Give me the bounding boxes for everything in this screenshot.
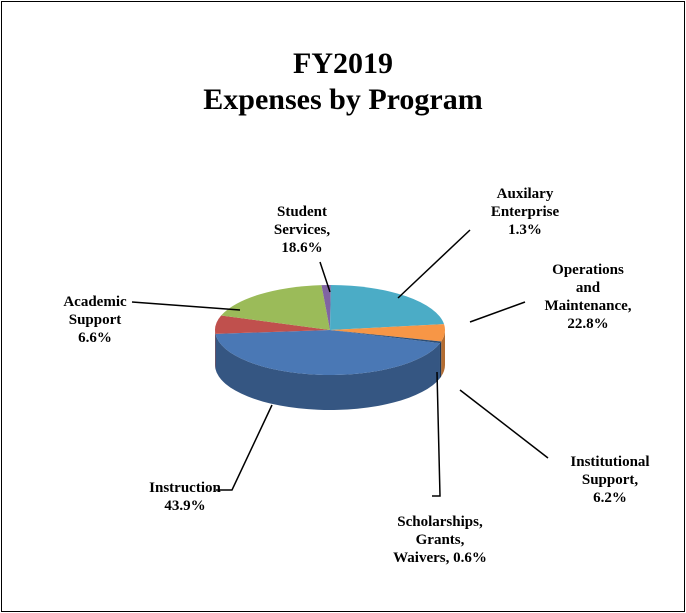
slice-label: Instruction 43.9% <box>149 480 221 514</box>
slice-label: Student Services, 18.6% <box>273 204 331 256</box>
slice-label: Academic Support 6.6% <box>63 294 127 346</box>
slice-label: Auxilary Enterprise 1.3% <box>490 186 560 238</box>
slice-label: Scholarships, Grants, Waivers, 0.6% <box>393 514 487 566</box>
slice <box>330 324 445 342</box>
leader-line <box>469 301 526 323</box>
leader-line <box>459 389 549 459</box>
leader-line <box>397 229 471 299</box>
slice-side <box>441 330 445 377</box>
slice-side <box>215 333 440 410</box>
leader-line <box>319 261 331 293</box>
slice-side <box>439 341 442 379</box>
slice-label: Operations and Maintenance, 22.8% <box>544 262 632 332</box>
slice <box>221 285 330 330</box>
slice <box>215 330 440 376</box>
chart-title: FY2019 Expenses by Program <box>203 47 483 116</box>
leader-line <box>216 404 273 491</box>
leader-line <box>432 371 441 497</box>
slice-label: Institutional Support, 6.2% <box>570 454 650 506</box>
slice <box>214 315 330 334</box>
slice <box>330 285 445 330</box>
leader-line <box>131 301 241 311</box>
slice <box>321 284 331 330</box>
slice <box>330 330 442 344</box>
